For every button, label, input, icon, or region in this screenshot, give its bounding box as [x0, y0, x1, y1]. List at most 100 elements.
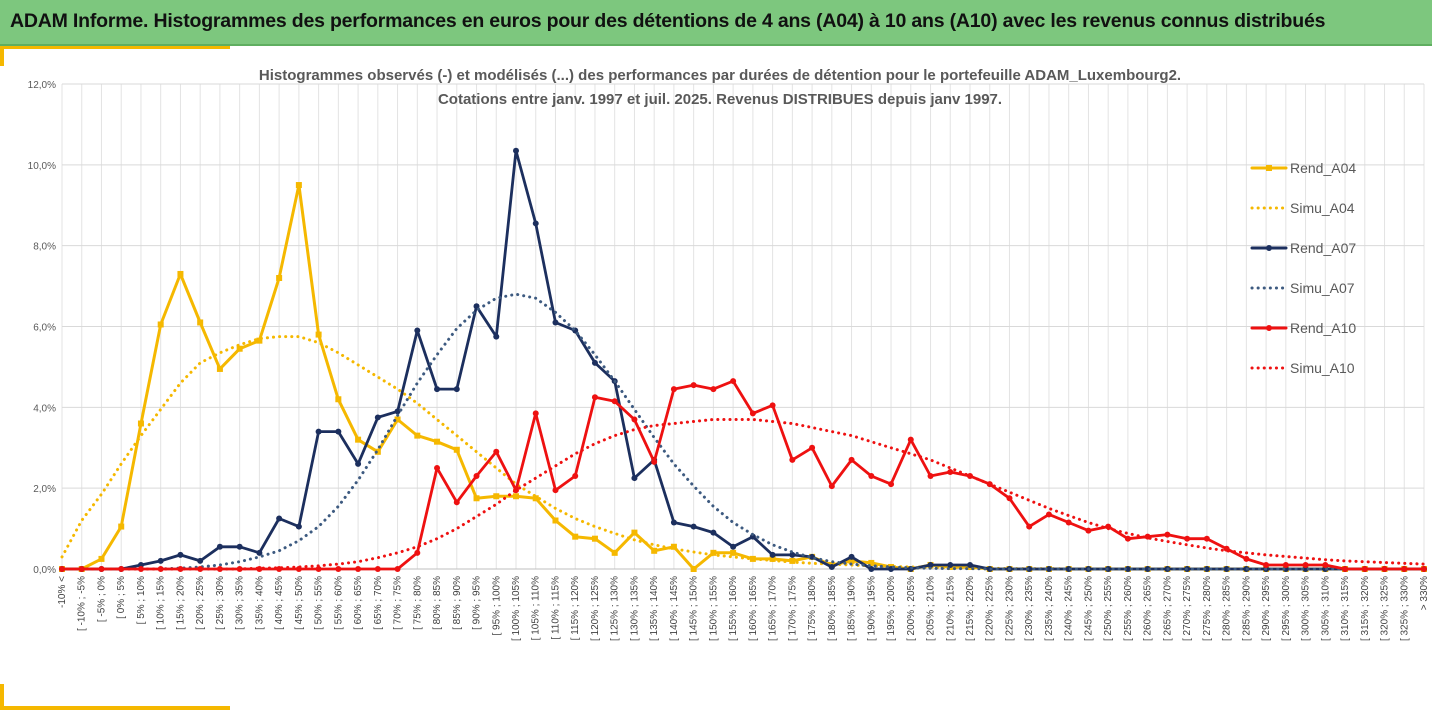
data-point-rend_a07	[453, 386, 460, 393]
data-point-rend_a04	[394, 416, 401, 423]
x-tick-label: [ -10% ; -5%	[77, 576, 88, 631]
x-tick-label: [ 205% ; 210%	[926, 576, 937, 641]
x-tick-label: [ 220% ; 225%	[985, 576, 996, 641]
data-point-rend_a07	[256, 549, 263, 556]
x-tick-label: [ 240% ; 245%	[1064, 576, 1075, 641]
data-point-rend_a10	[1361, 566, 1368, 572]
x-tick-label: [ -5% ; 0%	[96, 576, 107, 622]
data-point-rend_a10	[591, 394, 598, 401]
data-point-rend_a04	[670, 543, 677, 550]
data-point-rend_a04	[216, 365, 223, 372]
legend-swatch	[1250, 286, 1288, 290]
x-tick-label: > 330%	[1419, 576, 1430, 610]
data-point-rend_a10	[118, 566, 125, 572]
series-line-simu_a07	[60, 292, 1426, 571]
x-tick-label: [ 60% ; 65%	[353, 576, 364, 630]
x-tick-label: [ 210% ; 215%	[945, 576, 956, 641]
data-point-rend_a10	[927, 473, 934, 480]
data-point-rend_a04	[315, 331, 322, 338]
data-point-rend_a10	[493, 448, 500, 455]
x-tick-label: [ 235% ; 240%	[1044, 576, 1055, 641]
x-tick-label: [ 295% ; 300%	[1281, 576, 1292, 641]
data-point-rend_a07	[848, 553, 855, 560]
data-point-rend_a10	[1282, 561, 1289, 568]
data-point-rend_a07	[532, 220, 539, 227]
data-point-rend_a07	[631, 475, 638, 482]
y-tick-label: 10,0%	[28, 161, 56, 172]
data-point-rend_a10	[532, 410, 539, 417]
data-point-rend_a10	[1243, 555, 1250, 562]
y-tick-label: 0,0%	[33, 565, 56, 576]
data-point-rend_a10	[690, 382, 697, 389]
data-point-rend_a10	[828, 483, 835, 490]
x-tick-label: [ 175% ; 180%	[807, 576, 818, 641]
data-point-rend_a07	[730, 543, 737, 550]
x-tick-label: [ 105% ; 110%	[531, 576, 542, 640]
x-tick-label: [ 70% ; 75%	[393, 576, 404, 630]
x-tick-label: [ 215% ; 220%	[965, 576, 976, 641]
x-tick-label: [ 320% ; 325%	[1380, 576, 1391, 641]
x-tick-label: [ 85% ; 90%	[452, 576, 463, 630]
data-point-rend_a10	[848, 456, 855, 463]
data-point-rend_a04	[197, 319, 204, 326]
data-point-rend_a10	[1401, 566, 1408, 572]
accent-bar-left	[0, 46, 4, 66]
data-point-rend_a10	[453, 499, 460, 506]
data-point-rend_a04	[295, 182, 302, 189]
data-point-rend_a04	[532, 495, 539, 502]
data-point-rend_a07	[335, 428, 342, 435]
legend-swatch	[1250, 165, 1288, 171]
data-point-rend_a04	[493, 493, 500, 500]
data-point-rend_a04	[236, 345, 243, 352]
data-point-rend_a04	[256, 337, 263, 344]
x-tick-label: [ 325% ; 330%	[1399, 576, 1410, 641]
x-tick-label: [ 40% ; 45%	[274, 576, 285, 630]
x-tick-label: [ 25% ; 30%	[215, 576, 226, 630]
data-point-rend_a07	[1203, 566, 1210, 572]
data-point-rend_a04	[374, 448, 381, 455]
data-point-rend_a07	[434, 386, 441, 393]
x-tick-label: [ 110% ; 115%	[550, 576, 561, 640]
legend-swatch	[1250, 245, 1288, 251]
x-tick-label: [ 310% ; 315%	[1340, 576, 1351, 641]
data-point-rend_a04	[789, 557, 796, 564]
x-tick-label: [ 245% ; 250%	[1083, 576, 1094, 641]
x-tick-label: [ 290% ; 295%	[1261, 576, 1272, 641]
data-point-rend_a07	[276, 515, 283, 522]
x-tick-label: [ 255% ; 260%	[1123, 576, 1134, 641]
legend-item-simu_a04: Simu_A04	[1250, 198, 1420, 218]
data-point-rend_a07	[710, 529, 717, 536]
data-point-rend_a04	[414, 432, 421, 439]
x-tick-label: [ 200% ; 205%	[906, 576, 917, 641]
x-tick-label: [ 185% ; 190%	[847, 576, 858, 641]
y-tick-label: 6,0%	[33, 323, 56, 334]
x-tick-label: [ 50% ; 55%	[314, 576, 325, 630]
data-point-rend_a07	[789, 551, 796, 558]
data-point-rend_a10	[177, 566, 184, 572]
data-point-rend_a07	[197, 557, 204, 564]
x-tick-label: [ 0% ; 5%	[116, 576, 127, 619]
x-tick-label: [ 155% ; 160%	[728, 576, 739, 641]
x-tick-label: [ 315% ; 320%	[1360, 576, 1371, 641]
data-point-rend_a04	[651, 547, 658, 554]
data-point-rend_a07	[513, 147, 519, 154]
x-tick-label: [ 180% ; 185%	[827, 576, 838, 641]
data-point-rend_a10	[315, 566, 322, 572]
data-point-rend_a10	[631, 416, 638, 423]
legend-swatch	[1250, 206, 1288, 210]
x-tick-label: [ 95% ; 100%	[491, 576, 502, 636]
data-point-rend_a07	[216, 543, 223, 550]
data-point-rend_a04	[749, 555, 756, 562]
x-tick-label: [ 275% ; 280%	[1202, 576, 1213, 641]
data-point-rend_a04	[848, 557, 855, 564]
chart-title-line-1: Histogrammes observés (-) et modélisés (…	[258, 67, 1182, 84]
y-tick-label: 12,0%	[28, 80, 56, 91]
y-tick-label: 8,0%	[33, 242, 56, 253]
data-point-rend_a07	[552, 319, 559, 326]
legend-swatch	[1250, 325, 1288, 331]
data-point-rend_a10	[1045, 511, 1052, 518]
data-point-rend_a04	[157, 321, 164, 328]
data-point-rend_a10	[907, 436, 914, 443]
legend-label: Rend_A07	[1290, 240, 1357, 256]
data-point-rend_a04	[868, 559, 875, 566]
